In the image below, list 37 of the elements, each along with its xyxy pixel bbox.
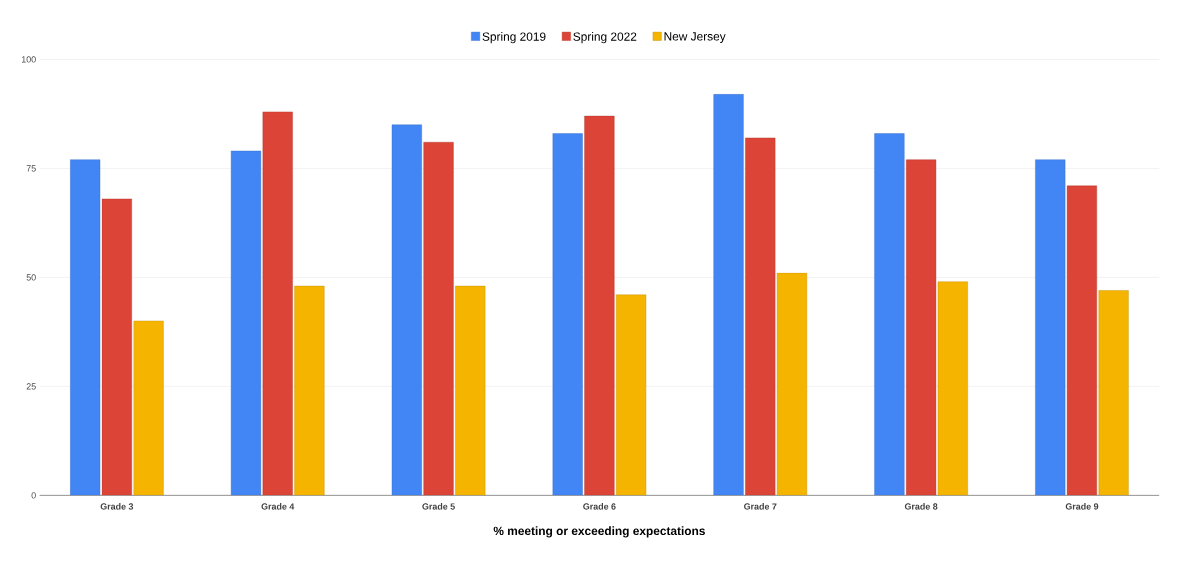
y-tick-label: 50	[26, 274, 36, 281]
bar	[70, 159, 101, 496]
bar	[1066, 185, 1098, 496]
bar	[937, 281, 968, 496]
x-tick-label: Grade 7	[744, 503, 777, 510]
x-tick-label: Grade 9	[1065, 503, 1099, 510]
legend-label: Spring 2022	[573, 32, 637, 44]
legend-label: New Jersey	[664, 32, 726, 44]
bar	[713, 94, 744, 496]
bar	[262, 111, 293, 496]
y-tick-label: 25	[26, 383, 36, 390]
x-tick-label: Grade 8	[904, 503, 938, 510]
bar	[906, 159, 937, 496]
bar	[745, 137, 776, 496]
bar	[874, 133, 905, 496]
bar	[1035, 159, 1066, 496]
x-tick-label: Grade 6	[583, 503, 616, 510]
bar	[776, 273, 808, 496]
bar	[133, 320, 164, 496]
bar	[552, 133, 583, 496]
y-tick-label: 75	[26, 165, 36, 172]
bar	[1098, 290, 1129, 496]
x-tick-label: Grade 4	[261, 503, 295, 510]
y-tick-label: 0	[31, 492, 36, 499]
bar	[616, 294, 647, 496]
x-tick-label: Grade 3	[100, 503, 134, 510]
bar	[423, 142, 454, 496]
bar	[455, 286, 486, 496]
legend-label: Spring 2019	[482, 32, 546, 44]
bar	[101, 198, 132, 496]
bar	[294, 286, 325, 496]
bar	[584, 116, 615, 496]
y-tick-label: 100	[21, 56, 36, 63]
x-tick-label: Grade 5	[422, 503, 455, 510]
bar	[230, 150, 262, 496]
x-axis-title: % meeting or exceeding expectations	[493, 526, 705, 538]
bar	[391, 124, 422, 496]
